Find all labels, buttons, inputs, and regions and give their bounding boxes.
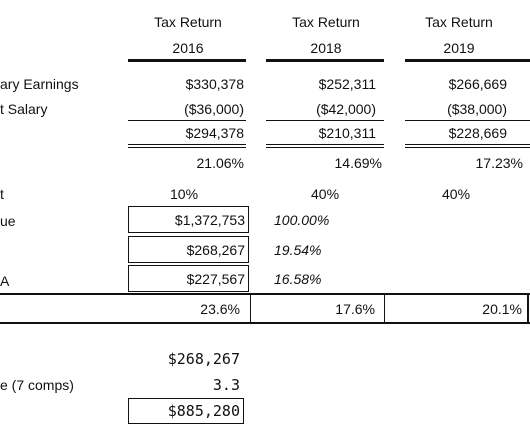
earnings-2018: $252,311 [318,76,376,92]
subtotal-2019: $228,669 [448,125,507,141]
boxed-pct-3: 16.58% [274,271,322,287]
row-label-comps: e (7 comps) [0,377,74,393]
summary-2016: 23.6% [200,301,240,317]
subtotal-rule-3 [405,120,530,121]
subtotal-rule-2 [266,120,384,121]
summary-divider-2 [384,295,385,322]
summary-rule-bottom [0,322,530,324]
double-rule-2 [266,144,384,148]
boxed-cell-3 [128,265,249,292]
double-rule-3 [405,144,530,148]
salary-2016: ($36,000) [184,101,244,117]
subtotal-2016: $294,378 [185,125,244,141]
row-label-pct: t [0,186,4,202]
subtotal-rule-1 [128,120,246,121]
summary-2019: 20.1% [482,301,522,317]
boxed-cell-1 [128,206,249,233]
valuation-multiple: 3.3 [212,376,240,394]
col-header-1-year: 2016 [172,40,204,56]
header-rule-2 [266,59,384,62]
header-rule-3 [405,59,530,62]
boxed-cell-2 [128,236,249,263]
col-header-2-line1: Tax Return [292,14,360,30]
valuation-base: $268,267 [167,350,240,368]
earnings-2016: $330,378 [185,76,244,92]
pct-2016: 10% [170,186,199,202]
summary-2018: 17.6% [335,301,375,317]
boxed-value-3: $227,567 [186,271,245,287]
valuation-result: $885,280 [167,402,240,420]
earnings-2019: $266,669 [448,76,507,92]
subtotal-2018: $210,311 [318,125,376,141]
row-label-value: ue [0,213,16,229]
col-header-3-line1: Tax Return [425,14,493,30]
row-label-salary: t Salary [0,101,48,117]
double-rule-1 [128,144,246,148]
pct-2019: 40% [442,186,471,202]
pct-2018: 40% [311,186,340,202]
boxed-pct-2: 19.54% [274,242,322,258]
summary-rule-top [0,293,530,295]
col-header-3-year: 2019 [443,40,475,56]
margin-2016: 21.06% [196,155,244,171]
boxed-value-1: $1,372,753 [174,212,245,228]
summary-divider-3 [527,295,529,322]
margin-2019: 17.23% [475,155,523,171]
boxed-pct-1: 100.00% [274,212,330,228]
col-header-2-year: 2018 [310,40,342,56]
row-label-a: A [0,273,10,289]
salary-2018: ($42,000) [316,101,376,117]
margin-2018: 14.69% [334,155,382,171]
row-label-earnings: ary Earnings [0,76,79,92]
valuation-result-box [128,398,244,424]
col-header-1-line1: Tax Return [154,14,222,30]
boxed-value-2: $268,267 [186,242,245,258]
header-rule-1 [128,59,246,62]
salary-2019: ($38,000) [447,101,507,117]
summary-divider-1 [250,295,251,322]
